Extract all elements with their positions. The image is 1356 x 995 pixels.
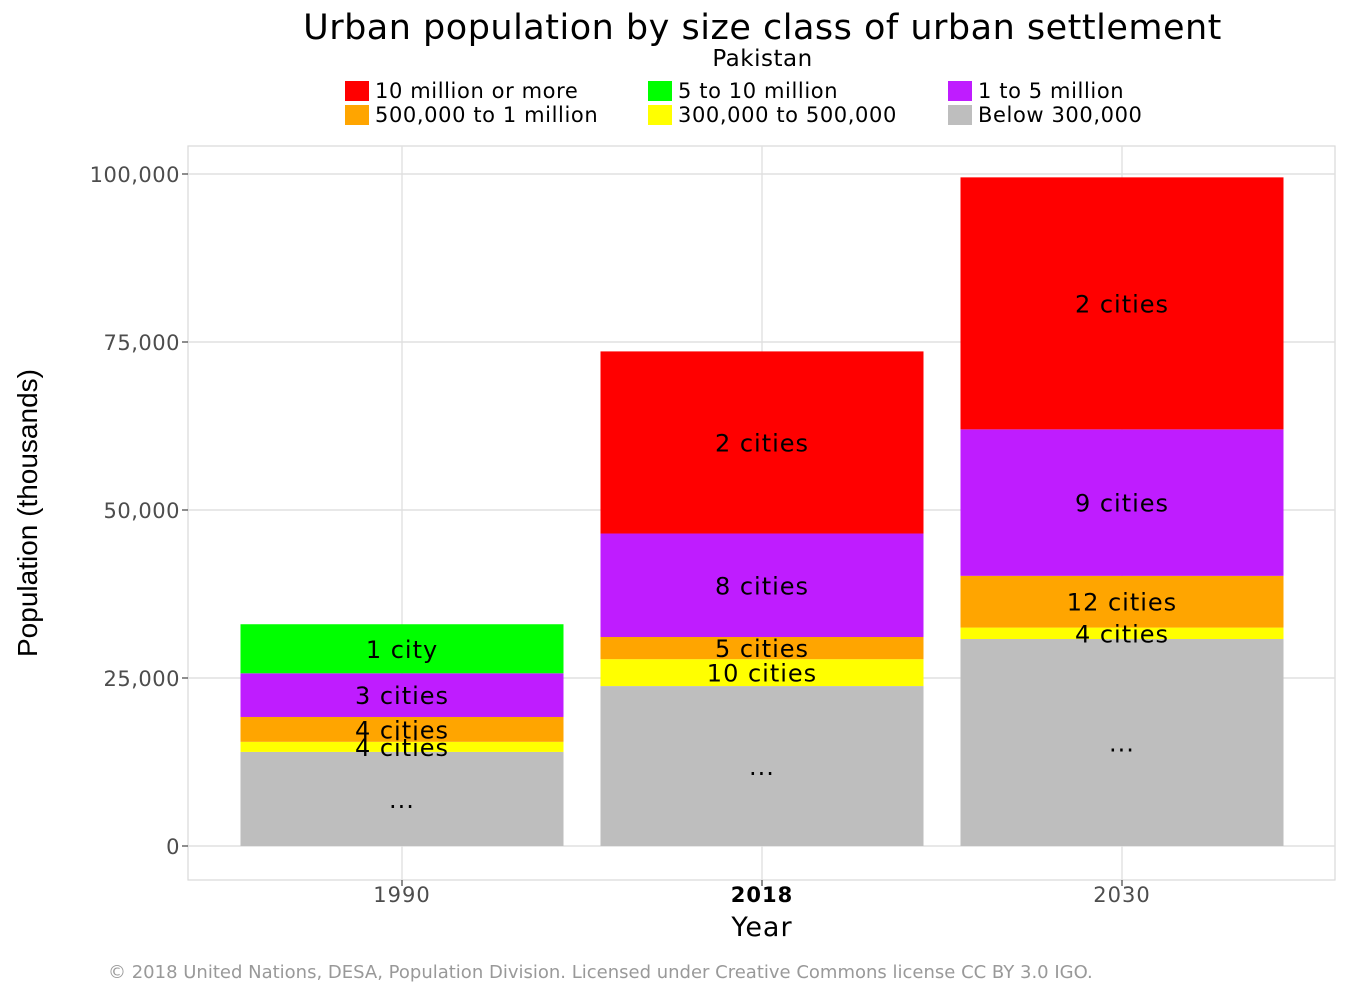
legend-label: 10 million or more [375, 79, 579, 103]
legend-item-5-to-10-million: 5 to 10 million [648, 79, 839, 103]
bar-2030-1-to-5-million [960, 429, 1284, 576]
bar-label-2030-1-to-5-million: 9 cities [1075, 490, 1169, 518]
bar-label-2030-300-000-to-500-000: 4 cities [1075, 620, 1169, 648]
bar-label-2018-1-to-5-million: 8 cities [715, 572, 809, 600]
y-tick-label: 0 [166, 835, 180, 859]
legend-swatch [948, 105, 972, 125]
legend-swatch [648, 105, 672, 125]
legend-label: 500,000 to 1 million [375, 103, 599, 127]
bar-label-1990-below-300-000: ... [389, 786, 415, 814]
x-tick-label-2018: 2018 [731, 883, 793, 907]
bar-2030-10-million-or-more [960, 177, 1284, 430]
legend-label: Below 300,000 [978, 103, 1143, 127]
bar-2018-1-to-5-million [600, 533, 924, 638]
legend-item-10-million-or-more: 10 million or more [345, 79, 579, 103]
y-tick-label: 25,000 [104, 667, 180, 691]
legend-item-300-000-to-500-000: 300,000 to 500,000 [648, 103, 897, 127]
legend-item-500-000-to-1-million: 500,000 to 1 million [345, 103, 599, 127]
legend-swatch [648, 81, 672, 101]
bar-label-2018-300-000-to-500-000: 10 cities [707, 660, 817, 688]
bar-2030-300-000-to-500-000 [960, 627, 1284, 640]
bar-2030-below-300-000 [960, 639, 1284, 846]
bar-label-2030-10-million-or-more: 2 cities [1075, 290, 1169, 318]
legend-label: 5 to 10 million [678, 79, 839, 103]
bar-label-1990-1-to-5-million: 3 cities [355, 682, 449, 710]
chart-title: Urban population by size class of urban … [303, 8, 1222, 48]
bar-1990-500-000-to-1-million [240, 716, 564, 742]
bar-2030-500-000-to-1-million [960, 575, 1284, 628]
bar-2018-10-million-or-more [600, 351, 924, 534]
bar-1990-1-to-5-million [240, 673, 564, 717]
legend-swatch [345, 105, 369, 125]
bar-2018-below-300-000 [600, 686, 924, 846]
bar-2018-500-000-to-1-million [600, 637, 924, 660]
legend-swatch [948, 81, 972, 101]
x-tick-label-2030: 2030 [1093, 883, 1150, 907]
y-tick-label: 100,000 [90, 163, 180, 187]
x-axis-label: Year [731, 912, 793, 943]
bar-label-1990-300-000-to-500-000: 4 cities [355, 734, 449, 762]
legend-item-1-to-5-million: 1 to 5 million [948, 79, 1125, 103]
bar-label-2018-500-000-to-1-million: 5 cities [715, 635, 809, 663]
legend-label: 300,000 to 500,000 [678, 103, 897, 127]
bar-2018-300-000-to-500-000 [600, 659, 924, 687]
bar-label-1990-500-000-to-1-million: 4 cities [355, 716, 449, 744]
bar-1990-5-to-10-million [240, 624, 564, 674]
legend: 10 million or more 5 to 10 million 1 to 5 … [345, 79, 1225, 130]
y-tick-label: 50,000 [104, 499, 180, 523]
chart-subtitle: Pakistan [712, 46, 813, 72]
bar-label-2030-500-000-to-1-million: 12 cities [1067, 589, 1177, 617]
copyright-credit: © 2018 United Nations, DESA, Population … [108, 962, 1093, 983]
x-tick-label-1990: 1990 [373, 883, 430, 907]
bar-label-2018-10-million-or-more: 2 cities [715, 429, 809, 457]
legend-label: 1 to 5 million [978, 79, 1125, 103]
y-axis-label: Population (thousands) [12, 369, 43, 657]
legend-swatch [345, 81, 369, 101]
bar-1990-below-300-000 [240, 751, 564, 846]
bar-label-2030-below-300-000: ... [1109, 730, 1135, 758]
y-tick-label: 75,000 [104, 331, 180, 355]
bar-1990-300-000-to-500-000 [240, 741, 564, 752]
bar-label-2018-below-300-000: ... [749, 753, 775, 781]
bar-label-1990-5-to-10-million: 1 city [366, 636, 438, 664]
legend-item-below-300-000: Below 300,000 [948, 103, 1143, 127]
